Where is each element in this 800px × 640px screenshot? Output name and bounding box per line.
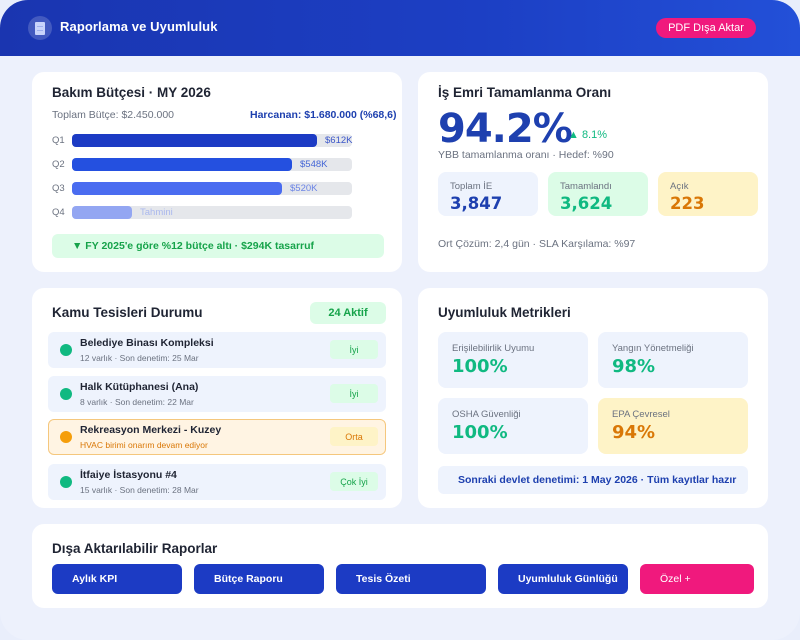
metric-label: EPA Çevresel (612, 409, 670, 420)
stat-label: Toplam İE (450, 181, 493, 192)
completion-delta: ▲ 8.1% (568, 129, 608, 141)
facility-status-badge: Çok İyi (330, 472, 378, 491)
facility-item[interactable]: Belediye Binası Kompleksi 12 varlık · So… (48, 332, 386, 368)
bar-label: Q1 (52, 135, 65, 146)
app-title: Raporlama ve Uyumluluk (60, 19, 218, 34)
facilities-title: Kamu Tesisleri Durumu (52, 305, 203, 320)
reports-title: Dışa Aktarılabilir Raporlar (52, 541, 218, 556)
budget-bar-q1: Q1 $612K (52, 134, 362, 148)
facility-meta: 8 varlık · Son denetim: 22 Mar (80, 397, 194, 407)
facility-item[interactable]: Halk Kütüphanesi (Ana) 8 varlık · Son de… (48, 376, 386, 412)
bar-fill (72, 206, 132, 219)
reports-card: Dışa Aktarılabilir Raporlar Aylık KPI Bü… (32, 524, 768, 608)
bar-fill (72, 182, 282, 195)
report-compliance-log-button[interactable]: Uyumluluk Günlüğü (498, 564, 628, 594)
facility-item[interactable]: Rekreasyon Merkezi - Kuzey HVAC birimi o… (48, 419, 386, 455)
stat-label: Açık (670, 181, 689, 192)
facility-name: Rekreasyon Merkezi - Kuzey (80, 424, 222, 436)
metric-fire-code: Yangın Yönetmeliği 98% (598, 332, 748, 388)
facility-status-badge: Orta (330, 427, 378, 446)
document-icon (28, 16, 52, 40)
bar-label: Q4 (52, 207, 65, 218)
stat-value: 3,624 (560, 194, 613, 213)
status-dot-icon (60, 476, 72, 488)
facility-meta: 15 varlık · Son denetim: 28 Mar (80, 485, 199, 495)
budget-title: Bakım Bütçesi · MY 2026 (52, 85, 211, 100)
budget-spent: Harcanan: $1.680.000 (%68,6) (250, 109, 397, 121)
stat-total: Toplam İE 3,847 (438, 172, 538, 216)
bar-track: Tahmini (72, 206, 352, 219)
bar-track: $612K (72, 134, 352, 147)
facility-name: Belediye Binası Kompleksi (80, 337, 214, 349)
pdf-export-button[interactable]: PDF Dışa Aktar (656, 18, 756, 38)
facility-status-badge: İyi (330, 340, 378, 359)
bar-fill (72, 134, 317, 147)
bar-track: $520K (72, 182, 352, 195)
metric-accessibility: Erişilebilirlik Uyumu 100% (438, 332, 588, 388)
metric-value: 100% (452, 422, 508, 443)
stat-open: Açık 223 (658, 172, 758, 216)
bar-track: $548K (72, 158, 352, 171)
metric-osha: OSHA Güvenliği 100% (438, 398, 588, 454)
facility-name: İtfaiye İstasyonu #4 (80, 469, 177, 481)
facility-item[interactable]: İtfaiye İstasyonu #4 15 varlık · Son den… (48, 464, 386, 500)
bar-value: Tahmini (140, 207, 173, 218)
bar-fill (72, 158, 292, 171)
completion-rate: 94.2% (438, 106, 573, 152)
stat-completed: Tamamlandı 3,624 (548, 172, 648, 216)
budget-bar-q3: Q3 $520K (52, 182, 362, 196)
facility-status-badge: İyi (330, 384, 378, 403)
stat-value: 223 (670, 194, 705, 213)
status-dot-icon (60, 344, 72, 356)
bar-value: $612K (325, 135, 353, 146)
metric-epa: EPA Çevresel 94% (598, 398, 748, 454)
facility-meta: HVAC birimi onarım devam ediyor (80, 440, 208, 450)
budget-bar-q4: Q4 Tahmini (52, 206, 362, 220)
bar-label: Q3 (52, 183, 65, 194)
facility-name: Halk Kütüphanesi (Ana) (80, 381, 199, 393)
budget-total: Toplam Bütçe: $2.450.000 (52, 109, 175, 121)
report-budget-button[interactable]: Bütçe Raporu (194, 564, 324, 594)
metric-value: 94% (612, 422, 656, 443)
active-count-badge: 24 Aktif (310, 302, 386, 324)
header-bar: Raporlama ve Uyumluluk PDF Dışa Aktar (0, 0, 800, 56)
next-inspection-note: Sonraki devlet denetimi: 1 May 2026 · Tü… (438, 466, 748, 494)
status-dot-icon (60, 388, 72, 400)
metric-label: OSHA Güvenliği (452, 409, 521, 420)
bar-value: $520K (290, 183, 318, 194)
stat-label: Tamamlandı (560, 181, 612, 192)
facility-meta: 12 varlık · Son denetim: 25 Mar (80, 353, 199, 363)
compliance-card: Uyumluluk Metrikleri Erişilebilirlik Uyu… (418, 288, 768, 508)
stat-value: 3,847 (450, 194, 503, 213)
report-facility-summary-button[interactable]: Tesis Özeti (336, 564, 486, 594)
work-order-card: İş Emri Tamamlanma Oranı 94.2% ▲ 8.1% YB… (418, 72, 768, 272)
metric-label: Erişilebilirlik Uyumu (452, 343, 535, 354)
report-custom-button[interactable]: Özel + (640, 564, 754, 594)
budget-card: Bakım Bütçesi · MY 2026 Toplam Bütçe: $2… (32, 72, 402, 272)
budget-savings-note: ▼ FY 2025'e göre %12 bütçe altı · $294K … (52, 234, 384, 258)
work-order-footer: Ort Çözüm: 2,4 gün · SLA Karşılama: %97 (438, 238, 636, 250)
bar-label: Q2 (52, 159, 65, 170)
completion-subtitle: YBB tamamlanma oranı · Hedef: %90 (438, 149, 614, 161)
bar-value: $548K (300, 159, 328, 170)
work-order-title: İş Emri Tamamlanma Oranı (438, 85, 612, 100)
budget-bar-q2: Q2 $548K (52, 158, 362, 172)
report-monthly-kpi-button[interactable]: Aylık KPI (52, 564, 182, 594)
status-dot-icon (60, 431, 72, 443)
metric-value: 98% (612, 356, 656, 377)
metric-value: 100% (452, 356, 508, 377)
metric-label: Yangın Yönetmeliği (612, 343, 694, 354)
facilities-card: Kamu Tesisleri Durumu 24 Aktif Belediye … (32, 288, 402, 508)
compliance-title: Uyumluluk Metrikleri (438, 305, 571, 320)
